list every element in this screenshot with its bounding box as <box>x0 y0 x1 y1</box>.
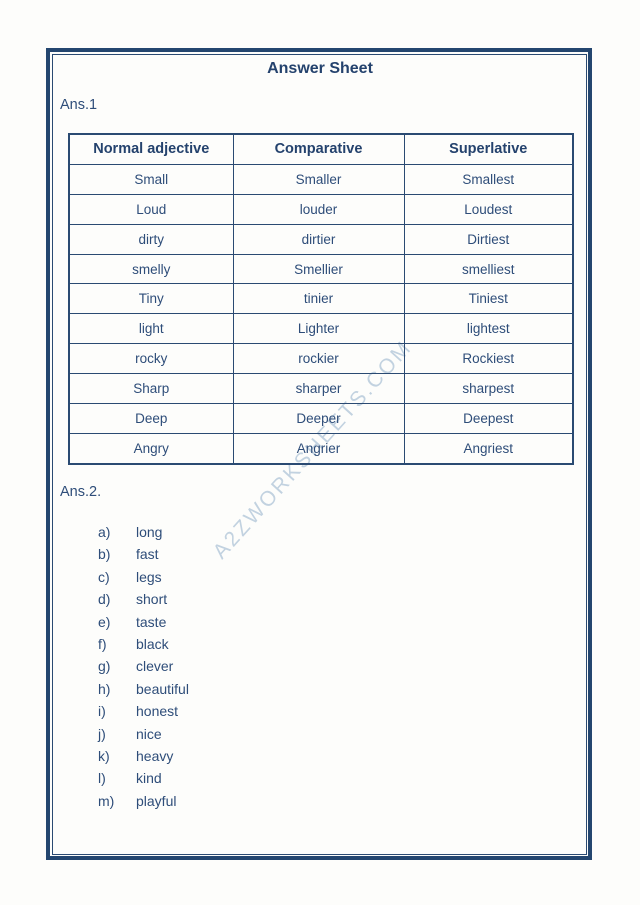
item-letter: d) <box>98 591 111 608</box>
table-cell: smelliest <box>403 253 574 285</box>
item-text: beautiful <box>136 680 189 697</box>
item-text: kind <box>136 770 162 787</box>
page-border-inner <box>51 53 587 855</box>
list-item: f) black <box>98 633 189 655</box>
list-item: g) clever <box>98 655 189 677</box>
table-row: light Lighter lightest <box>68 313 574 345</box>
item-letter: m) <box>98 792 115 809</box>
item-letter: g) <box>98 658 111 675</box>
table-row: dirty dirtier Dirtiest <box>68 223 574 255</box>
item-text: honest <box>136 703 179 720</box>
table-row: Angry Angrier Angriest <box>68 432 574 465</box>
table-cell: Smallest <box>403 163 574 195</box>
table-row: Sharp sharper sharpest <box>68 373 574 405</box>
table-cell: rockier <box>232 343 405 375</box>
list-item: b) fast <box>98 543 189 565</box>
table-cell: tinier <box>232 283 405 315</box>
list-item: e) taste <box>98 611 189 633</box>
table-cell: Smellier <box>232 253 405 285</box>
item-letter: e) <box>98 613 111 630</box>
item-letter: i) <box>98 703 106 720</box>
list-item: m) playful <box>98 790 189 812</box>
adjectives-table: Normal adjective Comparative Superlative… <box>68 133 574 465</box>
table-cell: dirtier <box>232 223 405 255</box>
item-text: nice <box>136 725 162 742</box>
list-item: l) kind <box>98 767 189 789</box>
list-item: c) legs <box>98 566 189 588</box>
table-cell: Sharp <box>68 373 234 405</box>
table-cell: Small <box>68 163 234 195</box>
table-cell: dirty <box>68 223 234 255</box>
table-cell: Smaller <box>232 163 405 195</box>
item-text: fast <box>136 546 159 563</box>
table-cell: Angry <box>68 432 234 465</box>
page-border-outer <box>46 48 592 860</box>
table-cell: Tiny <box>68 283 234 315</box>
table-cell: Deep <box>68 403 234 434</box>
table-cell: lightest <box>403 313 574 345</box>
page-title: Answer Sheet <box>267 60 373 77</box>
table-cell: rocky <box>68 343 234 375</box>
table-cell: Loudest <box>403 193 574 225</box>
table-cell: light <box>68 313 234 345</box>
table-cell: sharpest <box>403 373 574 405</box>
table-cell: Lighter <box>232 313 405 345</box>
table-row: Deep Deeper Deepest <box>68 403 574 434</box>
table-cell: Deepest <box>403 403 574 434</box>
table-cell: sharper <box>232 373 405 405</box>
list-item: h) beautiful <box>98 678 189 700</box>
item-text: playful <box>136 792 177 809</box>
item-text: heavy <box>136 747 174 764</box>
item-letter: c) <box>98 568 110 585</box>
table-row: Small Smaller Smallest <box>68 163 574 195</box>
section-label-ans1: Ans.1 <box>60 97 98 113</box>
table-header-normal-adjective: Normal adjective <box>68 133 234 165</box>
table-row: Loud louder Loudest <box>68 193 574 225</box>
item-letter: f) <box>98 635 107 652</box>
item-letter: a) <box>98 524 111 540</box>
table-row: Tiny tinier Tiniest <box>68 283 574 315</box>
item-letter: j) <box>98 725 106 742</box>
item-text: legs <box>136 568 162 585</box>
table-row: smelly Smellier smelliest <box>68 253 574 285</box>
item-text: taste <box>136 613 167 630</box>
item-text: short <box>136 591 168 608</box>
list-item: j) nice <box>98 723 189 745</box>
table-header-superlative: Superlative <box>403 133 574 165</box>
list-item: a) long <box>98 521 189 543</box>
item-letter: b) <box>98 546 111 563</box>
table-cell: Dirtiest <box>403 223 574 255</box>
item-letter: k) <box>98 747 110 764</box>
table-cell: smelly <box>68 253 234 285</box>
item-text: clever <box>136 658 174 675</box>
answers-list: a) long b) fast c) legs d) short e) taste f) b… <box>98 521 189 812</box>
table-cell: Loud <box>68 193 234 225</box>
section-label-ans2: Ans.2. <box>60 484 102 500</box>
table-cell: Angrier <box>232 432 405 465</box>
item-letter: l) <box>98 770 106 787</box>
list-item: d) short <box>98 588 189 610</box>
table-cell: Deeper <box>232 403 405 434</box>
item-text: black <box>136 635 169 652</box>
table-cell: Angriest <box>403 432 574 465</box>
item-text: long <box>136 524 163 540</box>
table-cell: Tiniest <box>403 283 574 315</box>
list-item: i) honest <box>98 700 189 722</box>
list-item: k) heavy <box>98 745 189 767</box>
table-header-comparative: Comparative <box>232 133 405 165</box>
table-row: rocky rockier Rockiest <box>68 343 574 375</box>
table-cell: louder <box>232 193 405 225</box>
table-cell: Rockiest <box>403 343 574 375</box>
item-letter: h) <box>98 680 111 697</box>
table-header-row: Normal adjective Comparative Superlative <box>68 133 574 165</box>
